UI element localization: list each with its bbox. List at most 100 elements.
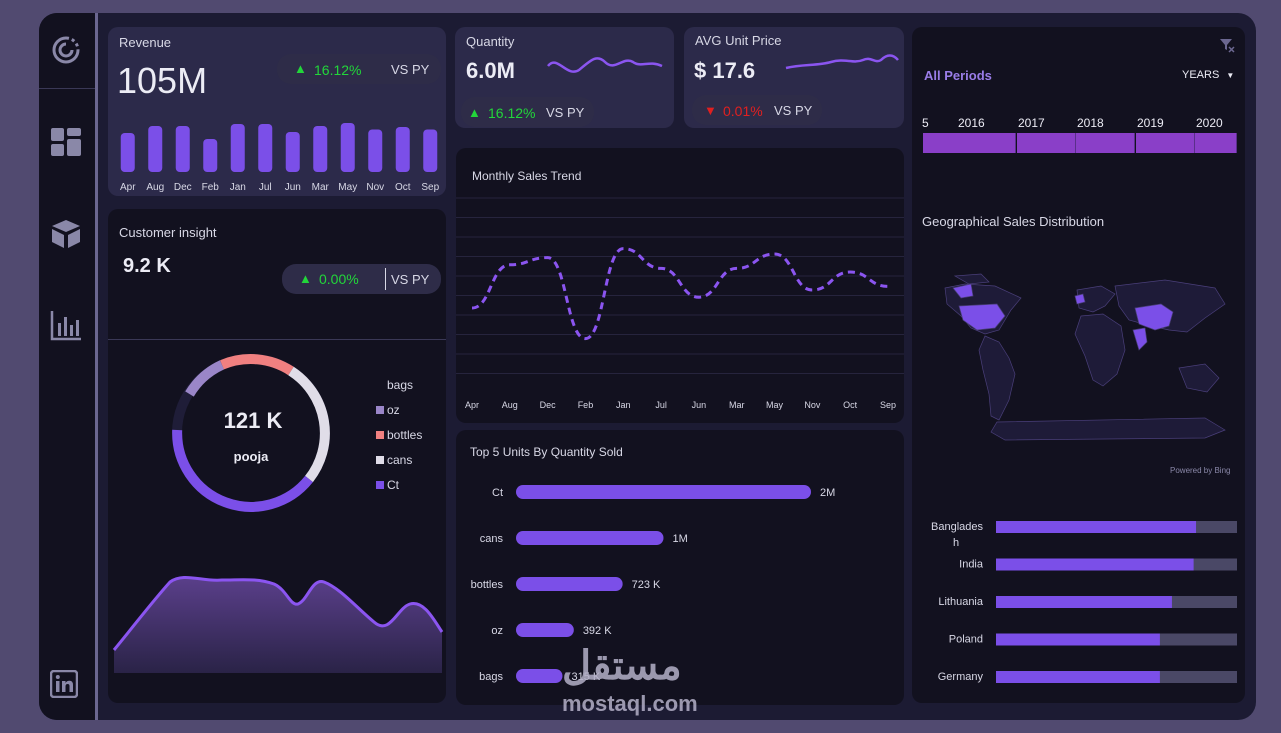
up-arrow-icon: ▲: [299, 271, 312, 286]
legend-item: cans: [376, 453, 412, 467]
down-arrow-icon: ▼: [704, 103, 717, 118]
legend-swatch: [376, 406, 384, 414]
dashboard-icon[interactable]: [50, 126, 82, 158]
revenue-vs: VS PY: [391, 62, 430, 77]
timeline-segment[interactable]: [957, 133, 1016, 153]
timeline-segment[interactable]: [1076, 133, 1135, 153]
revenue-bar: [423, 129, 438, 172]
revenue-bar-chart: Apr Aug Dec Feb Jan Jul Jun Mar May Nov Oct Sep: [120, 123, 440, 193]
unit-label: Ct: [492, 487, 503, 499]
revenue-bar: [175, 126, 190, 172]
bar-chart-icon[interactable]: [50, 309, 82, 341]
revenue-month-label: Jul: [259, 182, 272, 193]
world-map[interactable]: [925, 270, 1237, 445]
timeline-year-label[interactable]: 2019: [1137, 116, 1164, 130]
timeline-year-label[interactable]: 2018: [1077, 116, 1104, 130]
revenue-month-label: Nov: [366, 182, 384, 193]
unit-label: oz: [491, 625, 503, 637]
trend-month-label: Apr: [465, 400, 479, 410]
revenue-month-label: Jun: [285, 182, 301, 193]
quantity-sparkline: [547, 57, 663, 73]
revenue-month-label: Aug: [146, 182, 164, 193]
revenue-month-label: Jan: [230, 182, 246, 193]
trend-month-label: Jun: [692, 400, 707, 410]
sidebar: [39, 13, 96, 720]
legend-item: oz: [376, 403, 400, 417]
legend-label: cans: [387, 453, 413, 467]
customer-area-chart: [112, 576, 444, 673]
geo-title: Geographical Sales Distribution: [922, 214, 1105, 229]
timeline-segment[interactable]: [1136, 133, 1195, 153]
trend-month-label: Dec: [540, 400, 557, 410]
customer-value: 9.2 K: [123, 255, 171, 277]
chevron-down-icon: ▼: [1226, 71, 1235, 80]
revenue-month-label: Apr: [120, 182, 136, 193]
unit-label: cans: [480, 533, 504, 545]
product-box-icon[interactable]: [50, 218, 82, 250]
periods-label: All Periods: [924, 68, 992, 83]
revenue-month-label: Mar: [312, 182, 330, 193]
top-units-title: Top 5 Units By Quantity Sold: [470, 445, 623, 459]
country-label: Germany: [938, 671, 984, 683]
legend-swatch: [376, 431, 384, 439]
revenue-bar: [120, 133, 135, 172]
revenue-bar: [368, 129, 383, 172]
years-dropdown[interactable]: YEARS ▼: [1182, 69, 1234, 81]
sidebar-divider: [95, 13, 98, 720]
avg-price-change-pill: ▼ 0.01% VS PY: [692, 95, 822, 125]
linkedin-icon[interactable]: [50, 670, 78, 698]
unit-value: 1M: [673, 533, 688, 545]
quantity-value: 6.0M: [466, 58, 515, 83]
customer-separator: [108, 339, 446, 340]
legend-item: bottles: [376, 428, 422, 442]
avg-price-title: AVG Unit Price: [695, 33, 782, 48]
timeline-segment[interactable]: [1017, 133, 1076, 153]
trend-month-label: Nov: [804, 400, 821, 410]
unit-label: bottles: [471, 579, 504, 591]
revenue-bar: [258, 124, 273, 172]
country-label: Lithuania: [938, 596, 984, 608]
legend-label: Ct: [387, 478, 399, 492]
legend-swatch: [376, 456, 384, 464]
sales-trend-title: Monthly Sales Trend: [472, 169, 582, 183]
up-arrow-icon: ▲: [294, 61, 307, 76]
quantity-change-pill: ▲ 16.12% VS PY: [461, 97, 594, 127]
quantity-change: 16.12%: [488, 105, 536, 121]
unit-value: 392 K: [583, 625, 612, 637]
timeline-year-label[interactable]: 5: [922, 116, 929, 130]
top-units-chart: Ct 2M cans 1M bottles 723 K oz 392 K bags 315 K: [471, 485, 835, 683]
timeline-segment[interactable]: [923, 133, 958, 153]
clear-filter-icon[interactable]: [1219, 37, 1235, 53]
trend-month-label: Oct: [843, 400, 858, 410]
customer-change: 0.00%: [319, 271, 359, 287]
country-label-wrap: h: [953, 537, 959, 549]
donut-chart: [172, 354, 330, 512]
avg-price-change: 0.01%: [723, 103, 763, 119]
revenue-month-label: Dec: [174, 182, 192, 193]
unit-value: 723 K: [632, 579, 661, 591]
donut-value: 121 K: [223, 408, 283, 433]
timeline-segment[interactable]: [1195, 133, 1237, 153]
unit-bar: [516, 577, 623, 591]
trend-line: [471, 247, 889, 341]
sidebar-separator: [39, 88, 96, 89]
avg-price-sparkline: [785, 54, 899, 70]
country-bar: [996, 671, 1160, 683]
legend-label: bottles: [387, 428, 423, 442]
revenue-month-label: Sep: [421, 182, 439, 193]
revenue-value: 105M: [117, 60, 208, 101]
map-attribution: Powered by Bing: [1170, 466, 1231, 475]
country-bar: [996, 521, 1197, 533]
timeline-year-label[interactable]: 2016: [958, 116, 985, 130]
timeline-year-label[interactable]: 2017: [1018, 116, 1045, 130]
top-units-card: [456, 430, 904, 705]
revenue-month-label: Feb: [202, 182, 220, 193]
country-label: Banglades: [931, 521, 983, 533]
revenue-bar: [203, 139, 218, 172]
donut-subtitle: pooja: [233, 449, 269, 464]
timeline-year-label[interactable]: 2020: [1196, 116, 1223, 130]
trend-month-label: Sep: [880, 400, 896, 410]
revenue-month-label: May: [338, 182, 357, 193]
donut-legend-title: bags: [387, 378, 414, 392]
